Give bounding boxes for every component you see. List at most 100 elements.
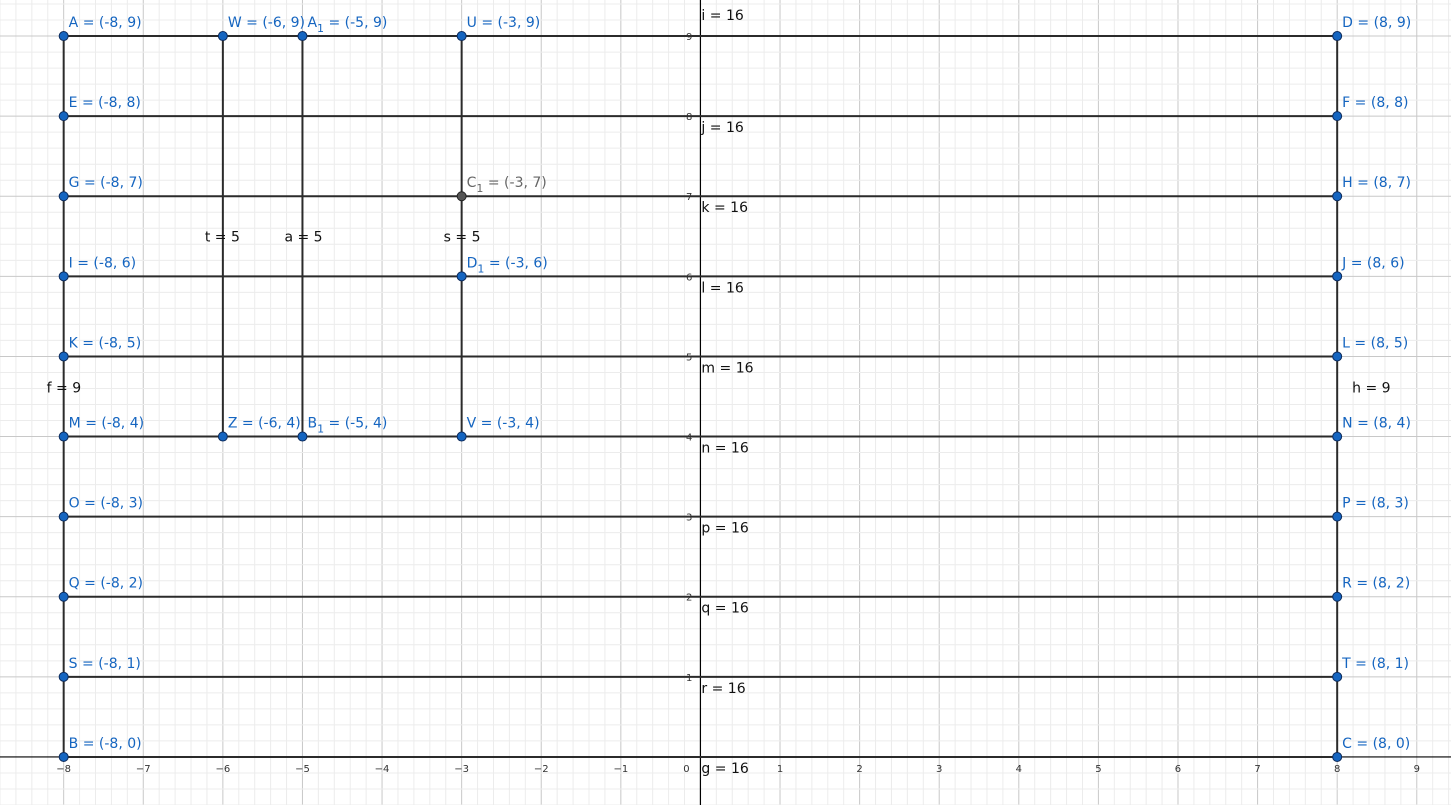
point-label: S = (-8, 1) <box>69 656 141 672</box>
x-tick-label: −6 <box>215 764 230 775</box>
point-marker[interactable] <box>297 431 308 442</box>
x-tick-label: −7 <box>136 764 151 775</box>
point-label: K = (-8, 5) <box>69 335 142 351</box>
point-label: W = (-6, 9) <box>228 15 305 31</box>
points-layer: A = (-8, 9) W = (-6, 9) A1 = (-5, 9) U = (-… <box>58 15 1411 762</box>
point-label: V = (-3, 4) <box>467 416 540 432</box>
point-label: N = (8, 4) <box>1342 416 1411 432</box>
point-label: R = (8, 2) <box>1342 576 1410 592</box>
x-tick-label: 0 <box>683 764 689 775</box>
y-tick-label: 4 <box>686 433 692 444</box>
point-marker[interactable] <box>297 31 308 42</box>
segment-label: f = 9 <box>47 380 81 396</box>
point-marker[interactable] <box>58 271 69 282</box>
y-tick-label: 3 <box>686 513 692 524</box>
x-tick-label: 9 <box>1414 764 1420 775</box>
y-tick-label: 7 <box>686 192 692 203</box>
point-marker[interactable] <box>58 351 69 362</box>
segment-label: p = 16 <box>701 521 748 537</box>
point-label: D = (8, 9) <box>1342 15 1411 31</box>
point-marker[interactable] <box>1332 511 1343 522</box>
segment-label: g = 16 <box>701 761 748 777</box>
point-label-coords: = (-3, 6) <box>484 255 547 271</box>
segment-label: r = 16 <box>701 681 745 697</box>
segment-label: s = 5 <box>444 229 481 245</box>
point-label: F = (8, 8) <box>1342 95 1408 111</box>
point-marker[interactable] <box>217 31 228 42</box>
point-marker[interactable] <box>58 511 69 522</box>
segment-labels-layer: i = 16 j = 16 k = 16 l = 16 m = 16 n = 16 p = … <box>47 8 1391 777</box>
point-label: C1 = (-3, 7) <box>467 175 547 195</box>
point-marker[interactable] <box>58 591 69 602</box>
point-marker[interactable] <box>1332 671 1343 682</box>
point-marker[interactable] <box>1332 751 1343 762</box>
x-tick-label: 6 <box>1175 764 1181 775</box>
point-label: T = (8, 1) <box>1341 656 1409 672</box>
x-tick-label: 5 <box>1095 764 1101 775</box>
point-label-subscript: 1 <box>477 262 484 275</box>
point-marker[interactable] <box>456 431 467 442</box>
point-label: B = (-8, 0) <box>69 736 142 752</box>
point-label: P = (8, 3) <box>1342 496 1409 512</box>
x-tick-label: −8 <box>56 764 71 775</box>
point-label-name: B <box>307 416 317 432</box>
point-marker[interactable] <box>1332 351 1343 362</box>
segment-label: h = 9 <box>1352 380 1390 396</box>
point-marker[interactable] <box>456 31 467 42</box>
x-tick-label: 3 <box>936 764 942 775</box>
point-marker[interactable] <box>1332 111 1343 122</box>
point-label: H = (8, 7) <box>1342 175 1411 191</box>
point-marker[interactable] <box>58 751 69 762</box>
x-tick-label: −5 <box>295 764 310 775</box>
point-marker[interactable] <box>58 671 69 682</box>
segment-label: a = 5 <box>284 229 322 245</box>
point-label-name: D <box>467 255 478 271</box>
point-label: A = (-8, 9) <box>69 15 142 31</box>
point-marker[interactable] <box>1332 591 1343 602</box>
point-label: Z = (-6, 4) <box>228 416 301 432</box>
point-label: G = (-8, 7) <box>69 175 143 191</box>
y-tick-label: 2 <box>686 593 692 604</box>
point-label-coords: = (-5, 9) <box>324 15 387 31</box>
segment-label: m = 16 <box>701 360 753 376</box>
point-label: C = (8, 0) <box>1342 736 1410 752</box>
point-marker[interactable] <box>1332 431 1343 442</box>
point-label: D1 = (-3, 6) <box>467 255 548 275</box>
segments-layer <box>62 35 1339 758</box>
point-label: L = (8, 5) <box>1342 335 1408 351</box>
point-marker[interactable] <box>58 191 69 202</box>
x-tick-label: 7 <box>1254 764 1260 775</box>
y-tick-label: 8 <box>686 112 692 123</box>
point-marker[interactable] <box>58 31 69 42</box>
point-label-subscript: 1 <box>317 423 324 436</box>
point-label: E = (-8, 8) <box>69 95 141 111</box>
x-tick-label: 1 <box>777 764 783 775</box>
point-marker[interactable] <box>1332 191 1343 202</box>
point-marker[interactable] <box>456 191 467 202</box>
point-marker[interactable] <box>58 431 69 442</box>
point-label: U = (-3, 9) <box>467 15 541 31</box>
segment-label: j = 16 <box>700 120 743 136</box>
point-label: O = (-8, 3) <box>69 496 143 512</box>
y-tick-label: 5 <box>686 352 692 363</box>
point-label: I = (-8, 6) <box>69 255 136 271</box>
point-marker[interactable] <box>1332 31 1343 42</box>
x-tick-label: 8 <box>1334 764 1340 775</box>
x-tick-label: 4 <box>1016 764 1022 775</box>
point-label-name: A <box>307 15 317 31</box>
segment-label: k = 16 <box>701 200 748 216</box>
x-tick-label: −2 <box>534 764 549 775</box>
point-marker[interactable] <box>1332 271 1343 282</box>
point-label-subscript: 1 <box>476 182 483 195</box>
tick-labels-layer: −8 −7 −6 −5 −4 −3 −2 −1 0 1 2 3 4 5 6 7 8 9 1 2 3 4 5 6 7 8 9 <box>56 32 1420 775</box>
x-tick-label: −1 <box>613 764 628 775</box>
point-marker[interactable] <box>217 431 228 442</box>
point-marker[interactable] <box>456 271 467 282</box>
segment-label: l = 16 <box>701 280 743 296</box>
point-label: A1 = (-5, 9) <box>307 15 387 35</box>
point-label-coords: = (-5, 4) <box>324 416 387 432</box>
point-marker[interactable] <box>58 111 69 122</box>
x-tick-label: −4 <box>375 764 390 775</box>
